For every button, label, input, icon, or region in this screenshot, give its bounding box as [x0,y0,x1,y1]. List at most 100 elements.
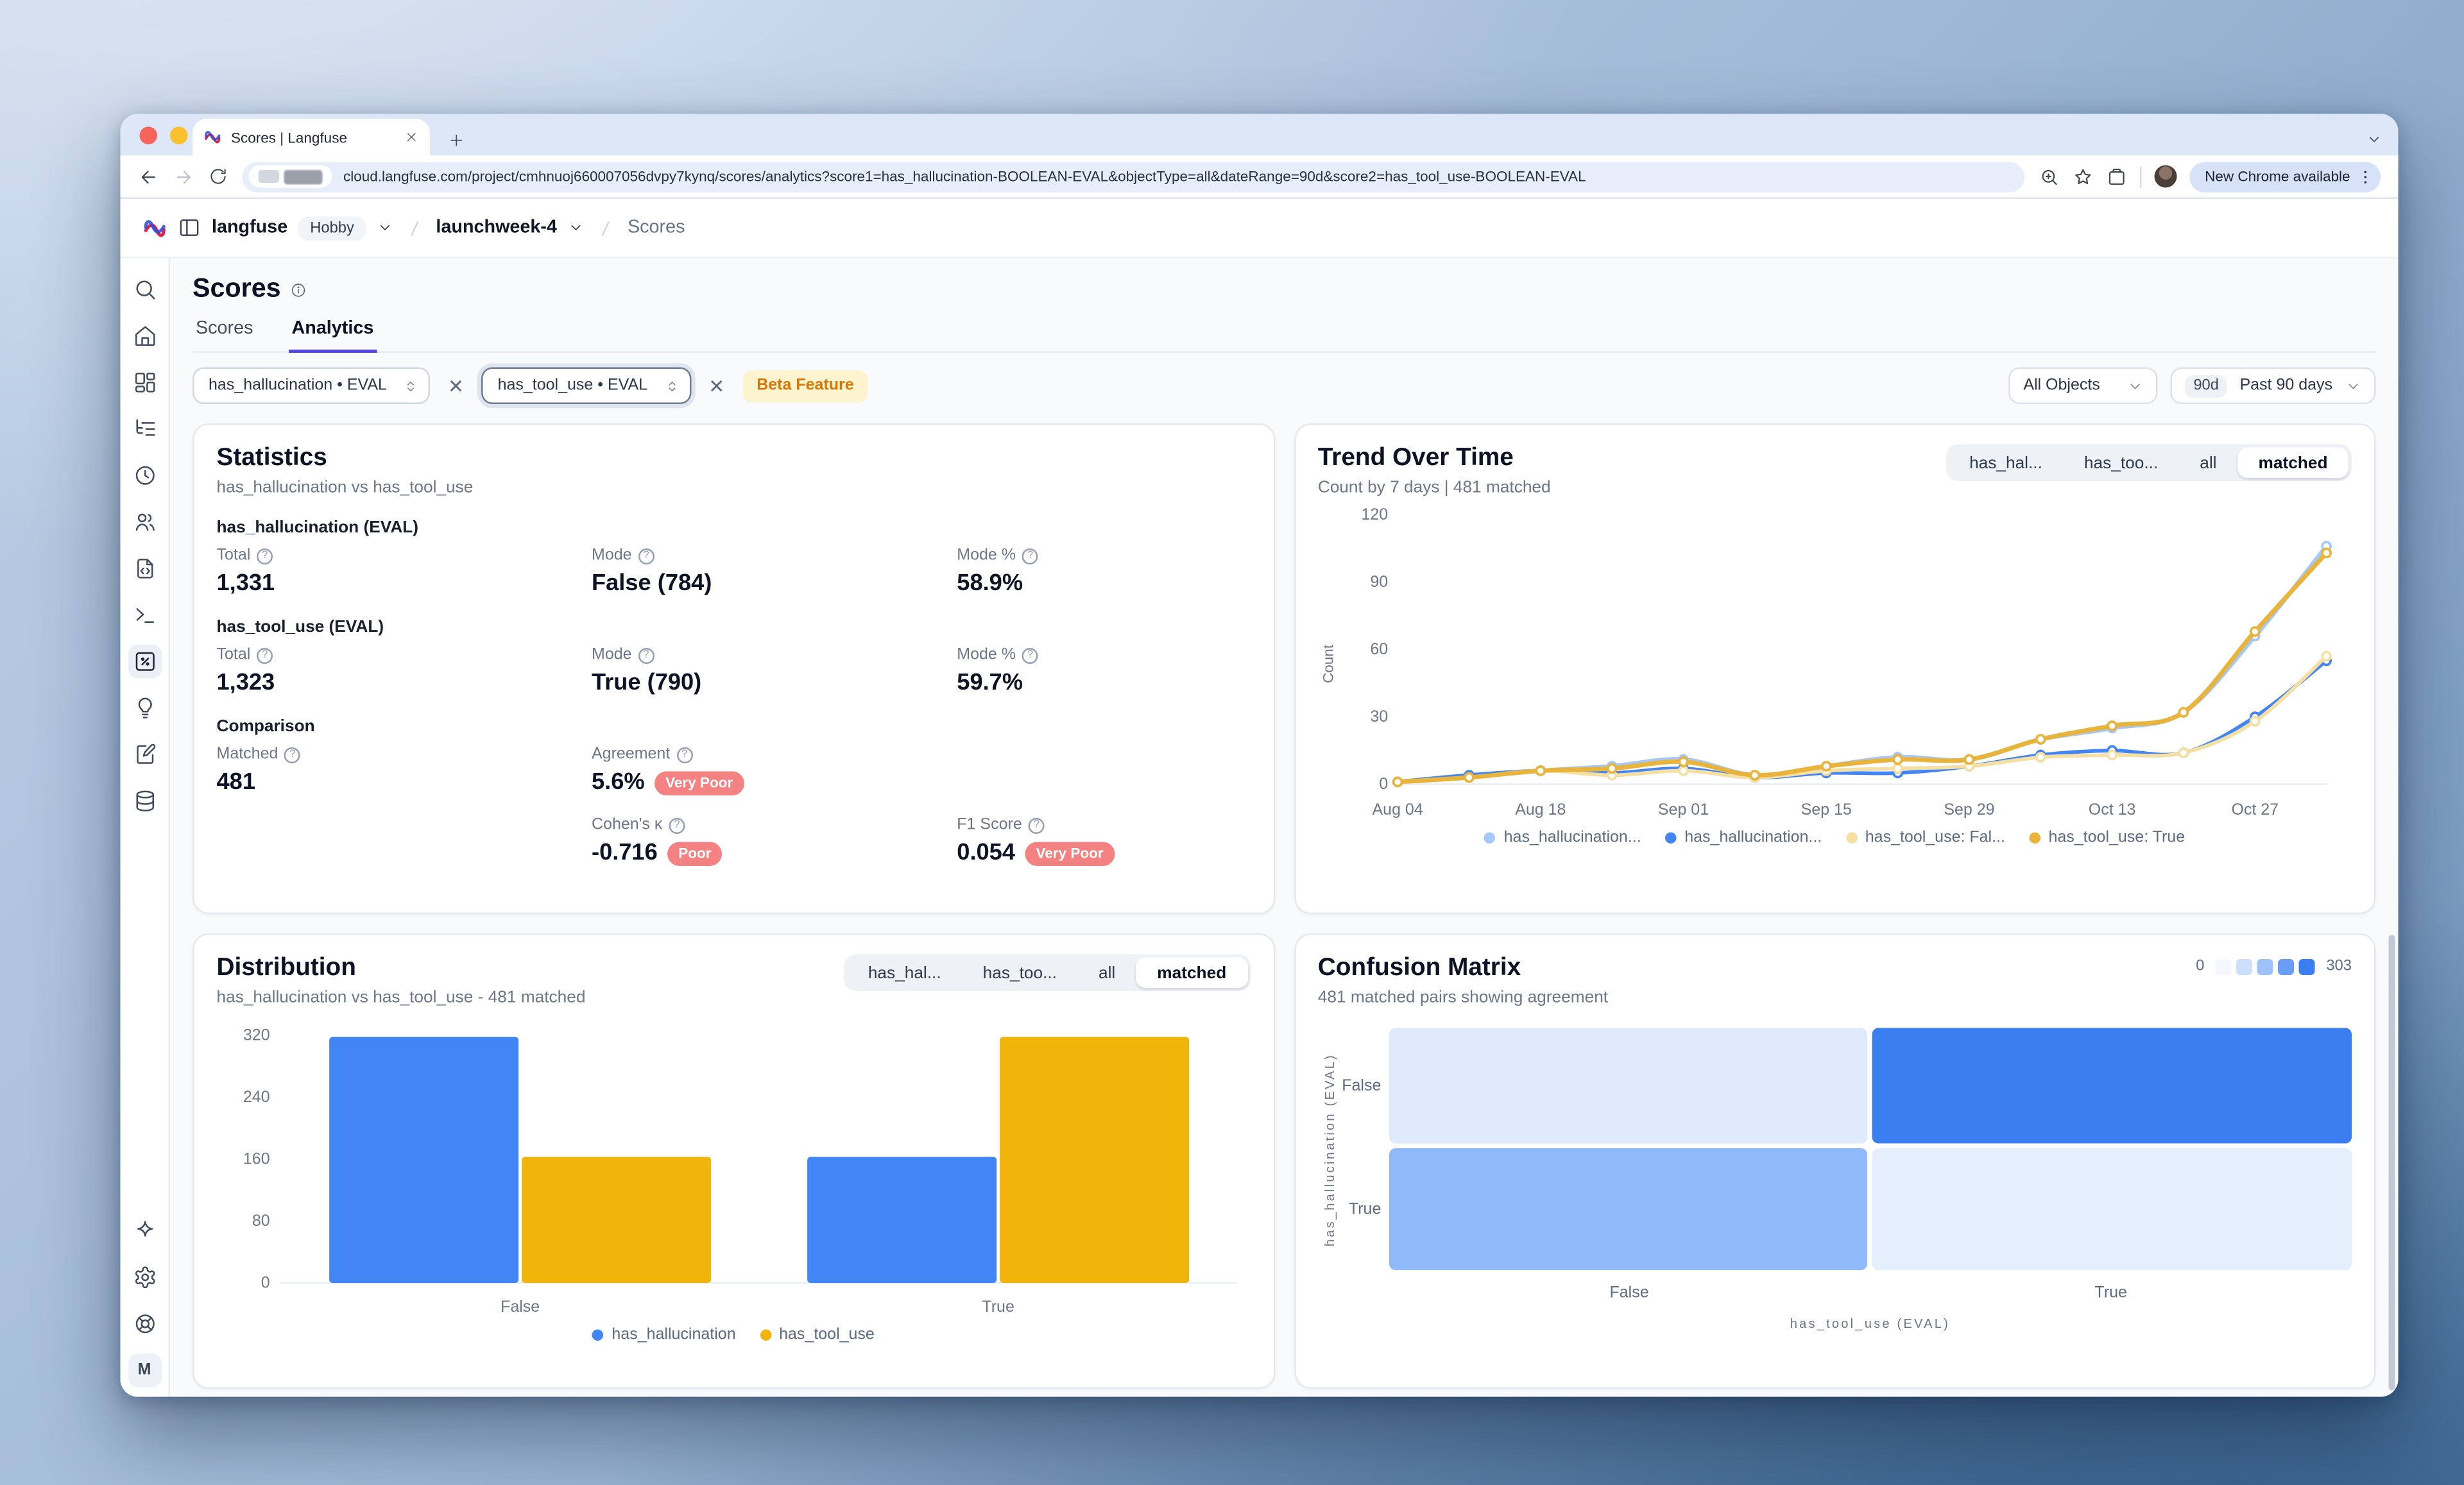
object-type-select[interactable]: All Objects [2008,367,2159,404]
segment-option-matched[interactable]: matched [2237,447,2348,478]
help-icon[interactable]: ? [669,817,685,833]
sidebar-item-evaluators[interactable] [128,692,162,726]
sidebar-item-prompts[interactable] [128,552,162,586]
user-avatar[interactable]: M [127,1353,162,1387]
score2-remove-button[interactable]: ✕ [708,374,725,397]
sidebar-item-home[interactable] [128,319,162,353]
help-icon[interactable]: ? [676,746,693,763]
help-icon[interactable]: ? [257,547,273,564]
score2-select[interactable]: has_tool_use • EVAL [481,367,691,404]
svg-text:Sep 15: Sep 15 [1800,801,1851,819]
date-range-select[interactable]: 90d Past 90 days [2171,367,2376,404]
score1-remove-button[interactable]: ✕ [447,374,465,397]
tab-close-icon[interactable] [404,130,419,145]
confusion-cell-false-false[interactable] [1388,1028,1868,1144]
page-info-icon[interactable] [291,282,307,298]
legend-item[interactable]: has_tool_use: True [2029,829,2185,847]
help-icon[interactable]: ? [1022,647,1039,663]
address-bar[interactable]: cloud.langfuse.com/project/cmhnuoj660007… [242,161,2026,192]
sidebar-rail: M [120,258,170,1397]
help-icon[interactable]: ? [638,547,654,564]
new-chrome-label: New Chrome available [2205,168,2350,185]
org-switcher-chevron-icon[interactable] [377,220,393,236]
extensions-icon[interactable] [2107,166,2128,187]
segment-option-all[interactable]: all [1098,963,1116,983]
help-icon[interactable]: ? [1028,817,1045,833]
metric-total: Total? 1,323 [217,647,592,697]
segment-option-hashal[interactable]: has_hal... [1969,453,2042,473]
sidebar-item-datasets[interactable] [128,785,162,819]
section-name: Comparison [216,717,315,736]
segment-option-all[interactable]: all [2200,453,2217,473]
confusion-cell-true-true[interactable] [1872,1148,2352,1270]
legend-item[interactable]: has_hallucination... [1484,829,1641,847]
segment-option-hastoo[interactable]: has_too... [982,963,1057,983]
tab-analytics[interactable]: Analytics [288,319,377,353]
minimize-window-button[interactable] [170,126,188,144]
help-icon[interactable]: ? [638,647,654,663]
org-name[interactable]: langfuse [212,218,288,237]
chrome-menu-dots-icon[interactable] [2357,167,2375,185]
metric-value: 481 [216,770,256,795]
new-tab-button[interactable] [448,132,466,149]
metric-value: 58.9% [957,571,1023,597]
back-button[interactable] [138,166,159,187]
trend-y-axis-label: Count [1319,644,1336,684]
legend-dot [592,1329,604,1341]
project-switcher-chevron-icon[interactable] [568,220,584,236]
help-icon[interactable]: ? [257,647,273,663]
legend-item[interactable]: has_tool_use: Fal... [1845,829,2005,847]
legend-item[interactable]: has_hallucination [592,1327,736,1344]
confusion-cell-true-false[interactable] [1388,1148,1868,1270]
zoom-icon[interactable] [2040,166,2061,187]
trend-line-chart[interactable]: 0 30 60 90 120 Aug 04 Aug 18 Sep 01 Sep 15 Sep 29… [1337,500,2352,827]
sidebar-item-updates[interactable] [128,1214,162,1248]
sidebar-toggle-icon[interactable] [178,217,201,239]
segment-option-hastoo[interactable]: has_too... [2083,453,2159,473]
row-label-true: True [1348,1200,1382,1218]
legend-item[interactable]: has_tool_use [760,1327,875,1344]
sidebar-item-sessions[interactable] [128,459,162,493]
bookmark-star-icon[interactable] [2073,166,2094,187]
metric-value: 5.6% [591,770,645,795]
browser-window: Scores | Langfuse cloud.langfuse.com/pro… [120,114,2399,1397]
new-chrome-pill[interactable]: New Chrome available [2190,161,2381,192]
help-icon[interactable]: ? [284,746,301,763]
legend-item[interactable]: has_hallucination... [1665,829,1822,847]
sidebar-item-settings[interactable] [128,1260,162,1294]
sidebar-item-support[interactable] [128,1307,162,1341]
sidebar-item-scores[interactable] [127,645,162,679]
langfuse-favicon [204,128,222,146]
col-label-true: True [2094,1284,2127,1303]
statistics-title: Statistics [216,444,327,472]
reload-button[interactable] [209,167,228,186]
browser-tab[interactable]: Scores | Langfuse [193,119,430,156]
distribution-bar-chart[interactable]: 0 80 160 240 320 False True [217,1010,1251,1325]
segment-option-matched[interactable]: matched [1136,957,1247,988]
breadcrumb-page: Scores [627,218,685,237]
date-range-value: Past 90 days [2239,377,2332,395]
rating-badge: Very Poor [654,770,744,795]
sidebar-item-playground[interactable] [128,598,162,632]
sidebar-item-users[interactable] [128,505,162,539]
sidebar-item-search[interactable] [128,273,162,307]
segment-option-hashal[interactable]: has_hal... [868,963,941,983]
forward-button[interactable] [173,166,194,187]
close-window-button[interactable] [139,126,157,144]
confusion-cell-false-true[interactable] [1872,1028,2352,1144]
dashboard-icon [132,371,157,395]
address-redacted-chip [248,165,332,188]
score1-select[interactable]: has_hallucination • EVAL [193,367,431,404]
sidebar-item-tracing[interactable] [128,412,162,446]
tab-search-chevron-icon[interactable] [2366,132,2383,148]
tab-scores[interactable]: Scores [196,319,253,339]
sidebar-item-annotation[interactable] [128,738,162,772]
project-name[interactable]: launchweek-4 [436,218,557,237]
rating-badge: Poor [667,841,723,865]
tab-strip: Scores | Langfuse [120,114,2399,156]
sidebar-item-dashboards[interactable] [128,366,162,400]
browser-profile-avatar[interactable] [2155,165,2178,188]
metric-value: 1,331 [216,571,275,597]
page-scrollbar-thumb[interactable] [2388,935,2395,1391]
help-icon[interactable]: ? [1022,547,1039,564]
